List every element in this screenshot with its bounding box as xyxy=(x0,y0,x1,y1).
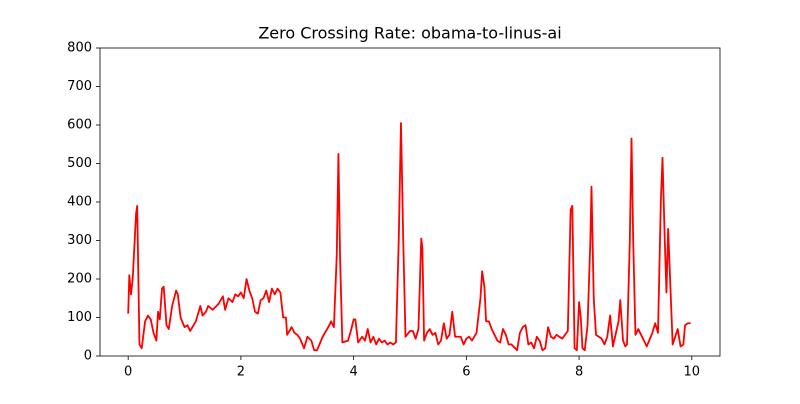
x-tick-label: 6 xyxy=(462,365,470,380)
x-tick-label: 0 xyxy=(124,365,132,380)
y-tick-label: 500 xyxy=(67,156,92,171)
data-line xyxy=(127,122,691,352)
y-tick-label: 100 xyxy=(67,310,92,325)
y-tick-label: 700 xyxy=(67,79,92,94)
y-tick-label: 400 xyxy=(67,195,92,210)
y-tick-label: 800 xyxy=(67,41,92,56)
x-tick-label: 2 xyxy=(237,365,245,380)
x-tick-label: 10 xyxy=(684,365,701,380)
x-tick-label: 8 xyxy=(575,365,583,380)
y-tick-label: 200 xyxy=(67,272,92,287)
chart-title: Zero Crossing Rate: obama-to-linus-ai xyxy=(258,24,561,43)
x-tick-label: 4 xyxy=(349,365,357,380)
y-tick-label: 600 xyxy=(67,118,92,133)
y-tick-label: 0 xyxy=(84,349,92,364)
y-tick-label: 300 xyxy=(67,233,92,248)
